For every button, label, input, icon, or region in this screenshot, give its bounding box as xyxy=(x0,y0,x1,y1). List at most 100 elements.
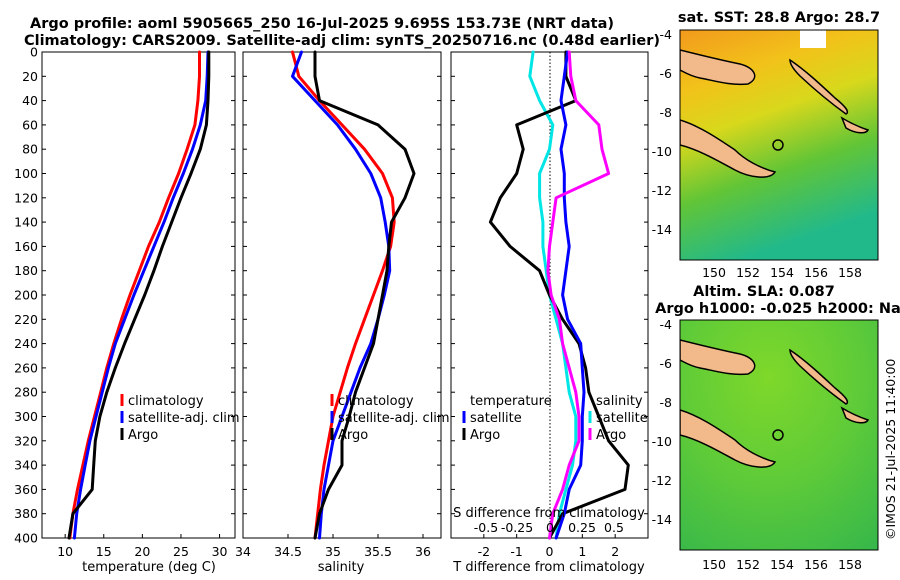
x-tick-label: 35 xyxy=(325,544,341,559)
lat-tick: -8 xyxy=(660,395,673,410)
temperature-profiles xyxy=(67,50,211,540)
temperature-x-ticks: 10 15 20 25 30 xyxy=(57,534,228,559)
s-tick-label: 0.5 xyxy=(604,520,624,535)
s-difference-xlabel: S difference from climatology xyxy=(453,506,645,521)
depth-tick-label: 360 xyxy=(14,482,38,497)
lon-tick: 152 xyxy=(736,265,760,280)
x-tick-label: 30 xyxy=(212,544,228,559)
legend-t-argo: Argo xyxy=(470,428,500,443)
depth-tick-label: 320 xyxy=(14,433,38,448)
legend-s-argo: Argo xyxy=(596,428,626,443)
t-tick-label: 1 xyxy=(578,544,586,559)
lat-tick: -14 xyxy=(652,512,672,527)
profile-s-satellite xyxy=(554,50,586,540)
sst-map-frame xyxy=(679,29,879,261)
sla-map: Altim. SLA: 0.087 Argo h1000: -0.025 h20… xyxy=(652,284,900,572)
land-papuan-tip xyxy=(680,119,777,178)
legend-satellite: satellite-adj. clim xyxy=(128,411,240,426)
sla-map-title-2: Argo h1000: -0.025 h2000: NaN xyxy=(655,301,900,317)
title-line-1: Argo profile: aoml 5905665_250 16-Jul-20… xyxy=(30,16,614,32)
sla-map-yticks: -4 -6 -8 -10 -12 -14 xyxy=(652,317,672,527)
x-tick-label: 35.5 xyxy=(364,544,392,559)
depth-tick-label: 300 xyxy=(14,409,38,424)
salinity-x-ticks: 34 34.5 35 35.5 36 xyxy=(235,534,431,559)
x-tick-label: 15 xyxy=(96,544,112,559)
temperature-panel: 0204060801001201401601802002202402602803… xyxy=(14,45,648,575)
legend-argo: Argo xyxy=(128,428,158,443)
depth-tick-label: 20 xyxy=(22,69,38,84)
profile-t-argo xyxy=(488,50,630,540)
lat-tick: -10 xyxy=(652,434,672,449)
land-bougainville xyxy=(789,348,849,405)
profile-climatology xyxy=(68,50,201,540)
depth-tick-label: 240 xyxy=(14,336,38,351)
s-difference-ticks: -0.5 -0.25 0 0.25 0.5 xyxy=(474,520,624,535)
land-islands xyxy=(840,116,870,134)
profile-satellite-adj-clim xyxy=(72,50,210,540)
s-tick-label: 0 xyxy=(546,520,554,535)
depth-tick-label: 180 xyxy=(14,263,38,278)
legend-temperature: temperature xyxy=(470,394,552,409)
legend-climatology: climatology xyxy=(338,394,414,409)
profile-s-argo xyxy=(546,50,611,540)
lon-tick: 154 xyxy=(770,557,794,572)
x-tick-label: 10 xyxy=(57,544,73,559)
land-papuan-tip xyxy=(680,409,777,468)
x-tick-label: 36 xyxy=(415,544,431,559)
t-difference-xlabel: T difference from climatology xyxy=(452,560,645,575)
salinity-axes xyxy=(242,51,442,539)
depth-tick-label: 200 xyxy=(14,288,38,303)
legend-satellite: satellite-adj. clim xyxy=(338,411,450,426)
lat-tick: -14 xyxy=(652,222,672,237)
x-tick-label: 20 xyxy=(134,544,150,559)
depth-tick-label: 80 xyxy=(22,142,38,157)
depth-tick-label: 340 xyxy=(14,458,38,473)
x-tick-label: 34.5 xyxy=(274,544,302,559)
sla-map-title-1: Altim. SLA: 0.087 xyxy=(693,284,835,300)
legend-salinity: salinity xyxy=(596,394,643,409)
temperature-xlabel: temperature (deg C) xyxy=(82,560,216,575)
t-difference-legend: temperature satellite Argo xyxy=(462,394,552,443)
profile-climatology xyxy=(291,50,396,540)
sst-map-yticks: -4 -6 -8 -10 -12 -14 xyxy=(652,27,672,237)
sst-map-title: sat. SST: 28.8 Argo: 28.7 xyxy=(678,10,880,26)
lon-tick: 156 xyxy=(804,557,828,572)
lat-tick: -8 xyxy=(660,105,673,120)
argo-location-marker xyxy=(772,429,784,441)
argo-location-marker xyxy=(772,139,784,151)
depth-tick-label: 0 xyxy=(30,45,38,60)
t-difference-ticks: -2 -1 0 1 2 xyxy=(478,534,619,559)
legend-s-satellite: satellite xyxy=(596,411,648,426)
depth-tick-label: 220 xyxy=(14,312,38,327)
sla-map-xticks: 150 152 154 156 158 xyxy=(702,557,862,572)
profile-argo xyxy=(313,50,416,540)
legend-t-satellite: satellite xyxy=(470,411,522,426)
depth-tick-label: 100 xyxy=(14,166,38,181)
s-tick-label: -0.5 xyxy=(474,520,498,535)
legend-climatology: climatology xyxy=(128,394,204,409)
lon-tick: 150 xyxy=(702,557,726,572)
legend-argo: Argo xyxy=(338,428,368,443)
t-tick-label: 0 xyxy=(546,544,554,559)
temperature-legend: climatology satellite-adj. clim Argo xyxy=(120,394,240,443)
salinity-xlabel: salinity xyxy=(318,560,365,575)
depth-ticks: 0 20 40 60 80 100 120 140 160 180 200 220 240 260 280 3… xyxy=(14,45,648,546)
s-tick-label: 0.25 xyxy=(568,520,596,535)
depth-tick-label: 260 xyxy=(14,360,38,375)
difference-profiles xyxy=(488,50,630,540)
land-bougainville xyxy=(789,58,849,115)
lon-tick: 156 xyxy=(804,265,828,280)
depth-tick-label: 400 xyxy=(14,531,38,546)
depth-tick-label: 280 xyxy=(14,385,38,400)
profile-argo xyxy=(67,50,211,540)
salinity-legend: climatology satellite-adj. clim Argo xyxy=(330,394,450,443)
sst-map: sat. SST: 28.8 Argo: 28.7 -4 -6 -8 -10 -… xyxy=(652,10,881,280)
depth-tick-label: 60 xyxy=(22,117,38,132)
lat-tick: -6 xyxy=(660,66,673,81)
t-tick-label: -2 xyxy=(478,544,490,559)
depth-tick-label: 40 xyxy=(22,93,38,108)
land-new-guinea xyxy=(680,339,756,376)
depth-tick-label: 380 xyxy=(14,506,38,521)
land-islands xyxy=(840,406,870,424)
lat-tick: -4 xyxy=(660,27,673,42)
